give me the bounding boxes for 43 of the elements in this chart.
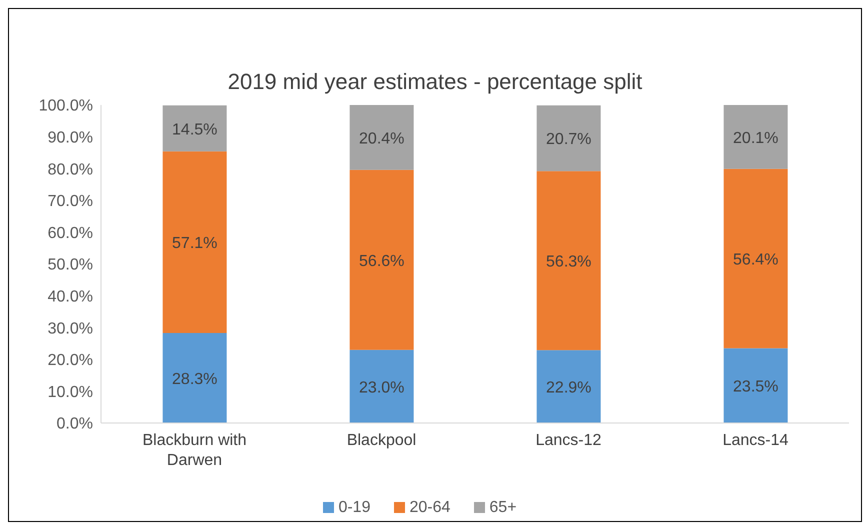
y-tick-label: 100.0% — [38, 98, 93, 115]
bar — [724, 348, 788, 423]
data-label: 20.1% — [733, 130, 778, 147]
legend-label: 65+ — [489, 499, 517, 516]
bar — [350, 350, 414, 423]
y-tick-label: 60.0% — [48, 224, 93, 242]
data-label: 56.6% — [359, 252, 404, 270]
bar — [162, 151, 227, 334]
data-label: 56.4% — [733, 252, 778, 269]
bar — [350, 105, 414, 170]
bar — [536, 105, 601, 172]
data-label: 23.5% — [733, 378, 778, 396]
bar — [536, 171, 601, 350]
y-tick-label: 90.0% — [48, 129, 93, 146]
chart-title: 2019 mid year estimates - percentage split — [226, 69, 644, 96]
y-tick-label: 40.0% — [48, 288, 93, 306]
bar — [350, 170, 414, 350]
bar — [162, 333, 227, 423]
bar — [724, 105, 788, 169]
legend-label: 0-19 — [338, 499, 370, 516]
data-label: 22.9% — [546, 380, 592, 397]
x-tick-label: Lancs-12 — [536, 432, 602, 449]
y-tick-label: 50.0% — [48, 256, 93, 274]
y-tick-label: 80.0% — [48, 161, 93, 178]
bar — [162, 105, 227, 152]
x-tick-label: Blackburn with Darwen — [142, 432, 247, 469]
data-label: 14.5% — [172, 121, 218, 138]
y-tick-label: 20.0% — [48, 352, 93, 370]
x-tick-label: Blackpool — [346, 432, 416, 449]
bar — [724, 168, 788, 348]
y-tick-label: 30.0% — [48, 320, 93, 338]
data-label: 23.0% — [359, 379, 404, 396]
data-label: 57.1% — [172, 235, 218, 252]
data-label: 20.4% — [359, 130, 404, 148]
bar — [536, 350, 601, 423]
data-label: 28.3% — [172, 371, 218, 388]
data-label: 20.7% — [546, 131, 592, 148]
y-tick-label: 70.0% — [48, 193, 93, 210]
y-tick-label: 10.0% — [48, 384, 93, 401]
y-tick-label: 0.0% — [56, 416, 93, 433]
x-tick-label: Lancs-14 — [722, 432, 789, 449]
data-label: 56.3% — [546, 254, 592, 271]
legend-label: 20-64 — [409, 499, 450, 516]
